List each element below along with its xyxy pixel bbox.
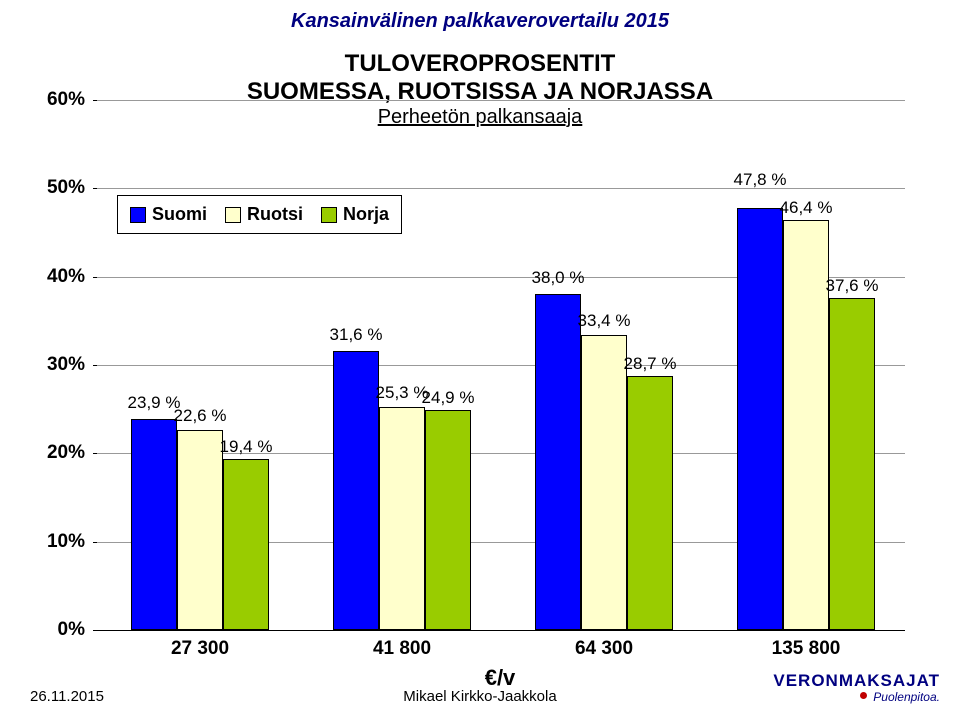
x-category-label: 135 800 [737,638,875,660]
bar-value-label: 31,6 % [316,325,396,345]
y-axis-label: 40% [40,266,85,288]
bar-value-label: 37,6 % [812,276,892,296]
x-category-label: 27 300 [131,638,269,660]
y-tick [93,542,97,543]
y-axis-label: 0% [40,619,85,641]
chart-title: TULOVEROPROSENTIT SUOMESSA, RUOTSISSA JA… [0,50,960,106]
x-category-label: 41 800 [333,638,471,660]
logo-dot-icon [860,692,867,699]
bar [581,335,627,630]
legend-item-suomi: Suomi [130,204,207,225]
bar-value-label: 19,4 % [206,437,286,457]
bar [535,294,581,630]
logo-sub-text: Puolenpitoa. [873,690,940,704]
footer-logo: VERONMAKSAJAT Puolenpitoa. [773,672,940,705]
legend-item-ruotsi: Ruotsi [225,204,303,225]
y-tick [93,188,97,189]
bar-value-label: 38,0 % [518,268,598,288]
y-tick [93,630,97,631]
plot: 0%10%20%30%40%50%60%23,9 %22,6 %19,4 %27… [95,100,905,630]
bar-value-label: 47,8 % [720,170,800,190]
y-tick [93,453,97,454]
legend-swatch-suomi [130,207,146,223]
y-tick [93,277,97,278]
legend-label-norja: Norja [343,204,389,225]
y-axis-label: 60% [40,89,85,111]
bar-value-label: 28,7 % [610,354,690,374]
y-tick [93,365,97,366]
bar [131,419,177,630]
y-axis-label: 30% [40,354,85,376]
bar [425,410,471,630]
x-category-label: 64 300 [535,638,673,660]
legend-item-norja: Norja [321,204,389,225]
page: Kansainvälinen palkkaverovertailu 2015 T… [0,0,960,710]
y-tick [93,100,97,101]
y-axis-label: 50% [40,177,85,199]
bar [379,407,425,630]
bar [627,376,673,630]
logo-subline: Puolenpitoa. [773,689,940,705]
logo-text: VERONMAKSAJAT [773,672,940,689]
bar-value-label: 46,4 % [766,198,846,218]
legend-label-suomi: Suomi [152,204,207,225]
bar-value-label: 24,9 % [408,388,488,408]
bar-value-label: 22,6 % [160,406,240,426]
legend: Suomi Ruotsi Norja [117,195,402,234]
legend-label-ruotsi: Ruotsi [247,204,303,225]
bar [829,298,875,630]
y-axis-label: 20% [40,442,85,464]
bar [223,459,269,630]
bar [737,208,783,630]
legend-swatch-norja [321,207,337,223]
gridline [95,100,905,101]
plot-area: 0%10%20%30%40%50%60%23,9 %22,6 %19,4 %27… [95,100,905,631]
legend-swatch-ruotsi [225,207,241,223]
y-axis-label: 10% [40,531,85,553]
bar-value-label: 33,4 % [564,311,644,331]
chart-title-line1: TULOVEROPROSENTIT SUOMESSA, RUOTSISSA JA… [247,50,713,105]
header-title: Kansainvälinen palkkaverovertailu 2015 [0,10,960,33]
bar [177,430,223,630]
